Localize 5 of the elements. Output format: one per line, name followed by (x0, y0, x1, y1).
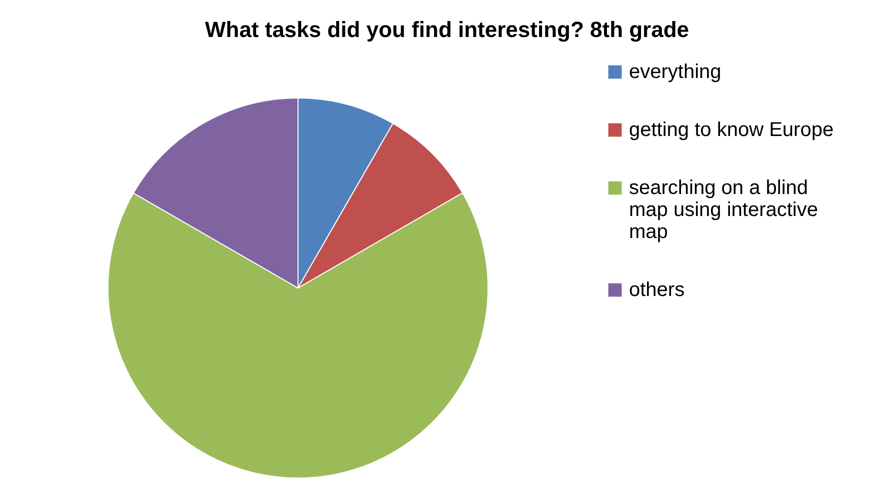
legend-label: others (629, 279, 685, 301)
chart-title: What tasks did you find interesting? 8th grade (204, 17, 690, 42)
legend-label: searching on a blind map using interactive map (629, 177, 818, 243)
legend-label: everything (629, 61, 722, 83)
legend-label: getting to know Europe (629, 119, 834, 141)
